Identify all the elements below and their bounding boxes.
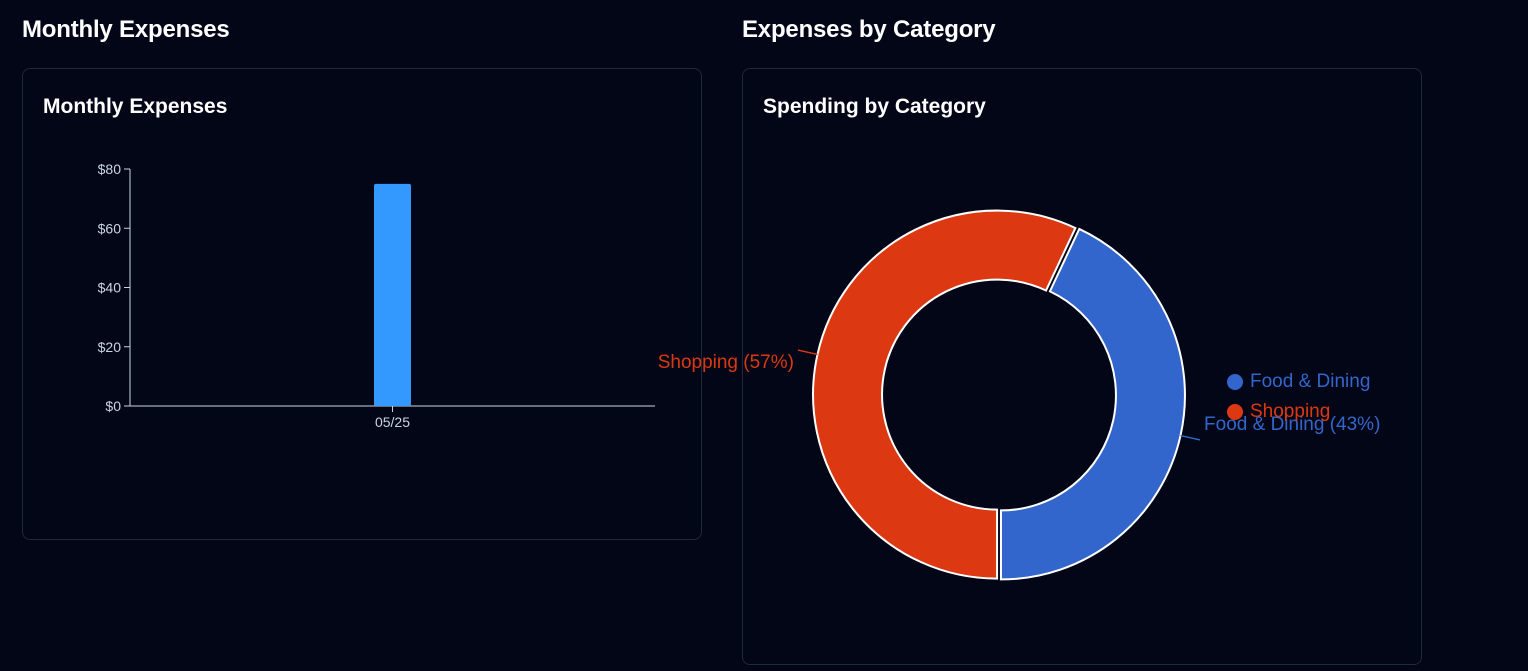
legend-label: Shopping <box>1250 401 1331 422</box>
donut-leader-line <box>1180 434 1201 441</box>
y-tick-label: $20 <box>98 339 122 355</box>
monthly-expenses-card: Monthly Expenses $0 $20 $40 $60 $80 05/25 <box>22 68 702 540</box>
expenses-by-category-section-title: Expenses by Category <box>742 16 996 43</box>
monthly-expenses-bar-chart: $0 $20 $40 $60 $80 05/25 <box>98 161 655 430</box>
legend-swatch <box>1227 374 1243 390</box>
monthly-expenses-section-title: Monthly Expenses <box>22 16 230 43</box>
donut-slice-group <box>999 227 1186 581</box>
y-tick-label: $0 <box>105 398 121 414</box>
legend-item: Shopping <box>1227 397 1370 427</box>
bar <box>374 183 411 406</box>
donut-slice-group <box>812 209 1077 580</box>
donut-slice-label: Food & Dining (43%) <box>1204 414 1380 435</box>
donut-slice-label: Shopping (57%) <box>658 352 794 373</box>
spending-donut-chart: Food & Dining (43%) Shopping (57%) <box>658 209 1380 581</box>
donut-slice <box>812 209 1077 580</box>
donut-slice <box>999 227 1186 581</box>
legend-item: Food & Dining <box>1227 367 1370 397</box>
monthly-expenses-card-title: Monthly Expenses <box>43 95 228 118</box>
legend-label: Food & Dining <box>1250 371 1371 392</box>
y-tick-label: $60 <box>98 220 122 236</box>
x-tick-label: 05/25 <box>375 414 410 430</box>
legend-swatch <box>1227 404 1243 420</box>
donut-leader-line <box>797 349 818 356</box>
category-card: Spending by Category Food & Dining (43%)… <box>658 68 1422 665</box>
donut-legend: Food & Dining Shopping <box>1227 367 1370 427</box>
y-tick-label: $80 <box>98 161 122 177</box>
y-tick-label: $40 <box>98 280 122 296</box>
spending-by-category-card-title: Spending by Category <box>763 95 986 118</box>
